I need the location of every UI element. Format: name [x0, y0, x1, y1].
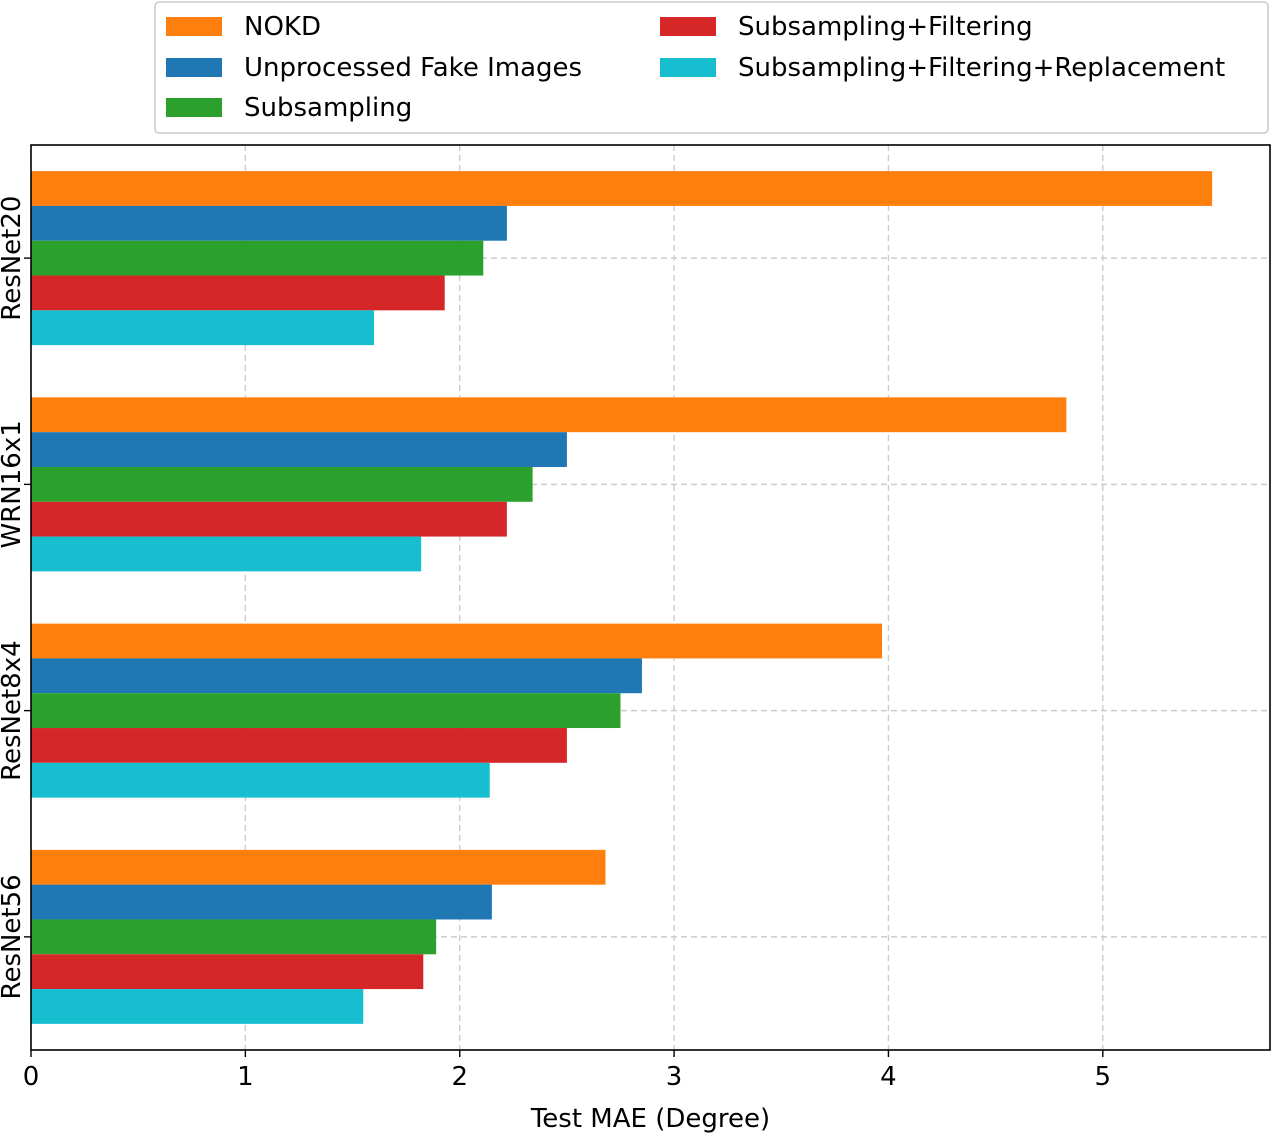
bar-resnet20-nokd: [31, 171, 1213, 206]
bar-resnet56-subsampling: [31, 919, 437, 955]
x-tick-label: 5: [1095, 1062, 1112, 1092]
y-tick-label: WRN16x1: [0, 420, 27, 548]
x-tick-label: 4: [880, 1062, 897, 1092]
bar-resnet8x4-subsampling-filtering-replacement: [31, 762, 490, 798]
y-tick-label: ResNet20: [0, 196, 27, 321]
bar-resnet56-subsampling-filtering-replacement: [31, 989, 364, 1024]
legend-swatch-subsampling-filtering-replacement: [660, 58, 716, 77]
legend: NOKD Unprocessed Fake Images Subsampling Su…: [154, 1, 1269, 134]
bar-resnet20-subsampling-filtering-replacement: [31, 310, 374, 346]
y-tick-label: ResNet8x4: [0, 640, 27, 781]
x-tick-label: 3: [666, 1062, 683, 1092]
y-tick-label: ResNet56: [0, 874, 27, 999]
legend-label-nokd: NOKD: [244, 12, 321, 42]
legend-swatch-subsampling: [166, 98, 222, 117]
bar-resnet20-subsampling: [31, 240, 484, 276]
bar-resnet8x4-subsampling-filtering: [31, 728, 567, 763]
x-tick-label: 1: [237, 1062, 254, 1092]
bar-resnet8x4-unprocessed-fake-images: [31, 658, 642, 694]
bar-resnet56-unprocessed-fake-images: [31, 884, 492, 920]
bar-resnet20-subsampling-filtering: [31, 275, 445, 311]
bar-wrn16x1-subsampling-filtering: [31, 501, 507, 537]
x-axis-ticks: 0 1 2 3 4 5: [23, 1050, 1111, 1092]
legend-label-subsampling-filtering: Subsampling+Filtering: [738, 12, 1033, 42]
x-axis-label: Test MAE (Degree): [530, 1104, 770, 1134]
bar-resnet56-nokd: [31, 849, 606, 885]
bar-resnet8x4-subsampling: [31, 693, 621, 729]
x-tick-label: 0: [23, 1062, 40, 1092]
bar-resnet56-subsampling-filtering: [31, 954, 424, 990]
y-axis-ticks: ResNet20 WRN16x1 ResNet8x4 ResNet56: [0, 196, 31, 999]
bar-wrn16x1-unprocessed-fake-images: [31, 432, 567, 467]
legend-label-subsampling-filtering-replacement: Subsampling+Filtering+Replacement: [738, 53, 1225, 83]
bar-wrn16x1-nokd: [31, 397, 1067, 433]
bar-wrn16x1-subsampling: [31, 466, 533, 502]
legend-swatch-unprocessed-fake-images: [166, 58, 222, 77]
bars: [31, 171, 1213, 1024]
plot-frame: [30, 144, 1271, 1051]
legend-label-unprocessed-fake-images: Unprocessed Fake Images: [244, 53, 582, 83]
x-tick-label: 2: [451, 1062, 468, 1092]
legend-swatch-subsampling-filtering: [660, 17, 716, 36]
bar-resnet20-unprocessed-fake-images: [31, 205, 507, 241]
bar-wrn16x1-subsampling-filtering-replacement: [31, 536, 422, 572]
legend-label-subsampling: Subsampling: [244, 93, 412, 123]
bar-resnet8x4-nokd: [31, 623, 883, 659]
legend-swatch-nokd: [166, 17, 222, 36]
